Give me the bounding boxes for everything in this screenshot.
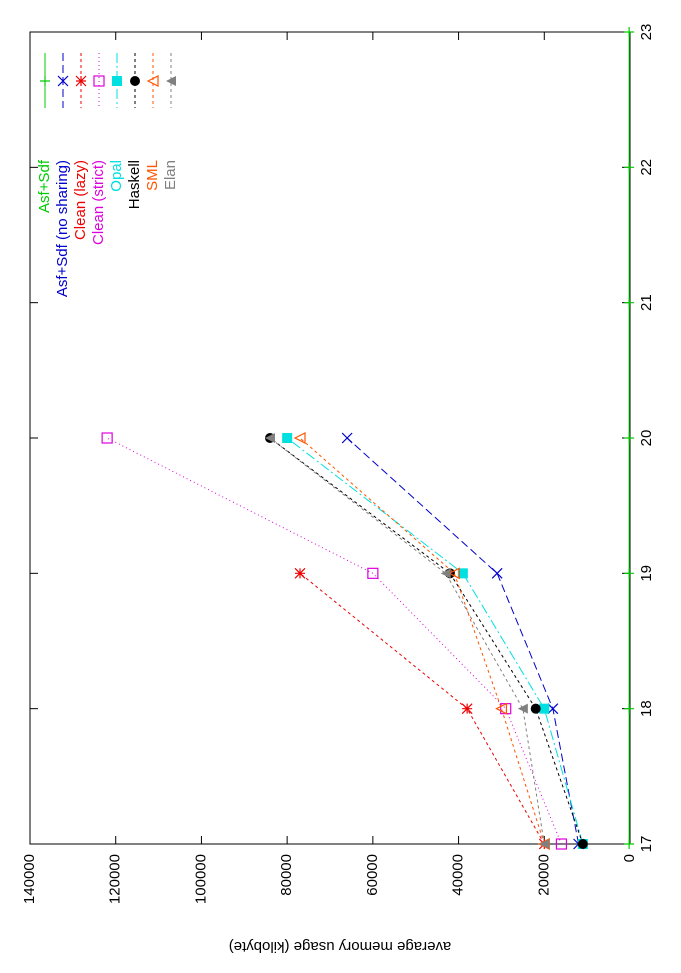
data-point bbox=[367, 567, 379, 579]
data-point bbox=[547, 703, 559, 715]
y-tick-label: 20000 bbox=[535, 854, 552, 896]
data-point bbox=[293, 432, 306, 444]
tick-labels: 17 18 19 20 21 22 23 0 20000 40000 60000 80000 10000… bbox=[21, 24, 655, 904]
y-tick-label: 40000 bbox=[450, 854, 467, 896]
legend: Asf+Sdf Asf+Sdf (no sharing) Clean (lazy) C… bbox=[36, 53, 179, 297]
data-point bbox=[539, 703, 550, 714]
data-point bbox=[282, 433, 293, 443]
series-line bbox=[299, 572, 545, 845]
data-point bbox=[265, 433, 275, 443]
x-tick-label: 23 bbox=[638, 24, 655, 41]
data-point bbox=[624, 839, 635, 849]
data-point bbox=[495, 702, 508, 715]
series-asf-sdf bbox=[624, 27, 635, 849]
data-point bbox=[491, 567, 503, 579]
data-point bbox=[624, 162, 635, 173]
series-line bbox=[299, 437, 545, 845]
data-point bbox=[447, 567, 460, 580]
legend-label: Elan bbox=[162, 160, 179, 190]
x-tick-label: 21 bbox=[638, 294, 655, 311]
legend-marker bbox=[40, 76, 50, 86]
series-opal bbox=[282, 433, 588, 849]
x-tick-label: 20 bbox=[638, 430, 655, 447]
axis-ticks bbox=[29, 31, 631, 845]
data-point bbox=[457, 568, 468, 579]
data-point bbox=[294, 567, 306, 579]
series-haskell bbox=[265, 433, 588, 849]
plot-frame bbox=[29, 31, 631, 845]
legend-marker bbox=[57, 75, 69, 87]
legend-label: Clean (strict) bbox=[90, 160, 107, 245]
legend-marker bbox=[93, 75, 105, 87]
y-axis-label: average memory usage (kilobyte) bbox=[229, 938, 452, 955]
legend-marker bbox=[166, 76, 176, 86]
data-point bbox=[624, 568, 635, 579]
series-layer bbox=[101, 27, 635, 850]
y-tick-label: 120000 bbox=[107, 854, 124, 904]
legend-label: Opal bbox=[108, 160, 125, 192]
series-line bbox=[269, 437, 584, 845]
data-point bbox=[341, 432, 353, 444]
data-point bbox=[539, 839, 550, 849]
series-asf-sdf-no-sharing bbox=[341, 432, 584, 850]
data-point bbox=[624, 27, 635, 37]
y-tick-label: 80000 bbox=[278, 854, 295, 896]
series-line bbox=[286, 437, 584, 845]
legend-label: Haskell bbox=[126, 160, 143, 209]
y-tick-label: 0 bbox=[621, 854, 638, 862]
data-point bbox=[624, 703, 635, 714]
legend-label: Asf+Sdf (no sharing) bbox=[54, 160, 71, 297]
legend-marker bbox=[75, 75, 87, 87]
data-point bbox=[530, 703, 541, 714]
legend-marker bbox=[130, 76, 140, 86]
series-elan bbox=[265, 433, 550, 849]
legend-label: Clean (lazy) bbox=[72, 160, 89, 240]
x-tick-label: 17 bbox=[638, 836, 655, 853]
data-point bbox=[461, 703, 473, 715]
x-tick-label: 18 bbox=[638, 700, 655, 717]
data-point bbox=[517, 703, 528, 714]
legend-label: SML bbox=[144, 160, 161, 191]
y-tick-label: 60000 bbox=[364, 854, 381, 896]
data-point bbox=[577, 839, 588, 849]
data-point bbox=[624, 433, 635, 443]
x-tick-label: 22 bbox=[638, 159, 655, 176]
series-clean-strict bbox=[101, 432, 568, 850]
data-point bbox=[624, 297, 635, 308]
y-tick-label: 140000 bbox=[21, 854, 38, 904]
y-tick-label: 100000 bbox=[192, 854, 209, 904]
legend-marker bbox=[146, 75, 159, 87]
legend-marker bbox=[112, 76, 122, 86]
data-point bbox=[440, 568, 451, 579]
data-point bbox=[101, 432, 113, 444]
x-tick-label: 19 bbox=[638, 565, 655, 582]
series-line bbox=[269, 437, 545, 845]
legend-label: Asf+Sdf bbox=[36, 159, 53, 213]
data-point bbox=[555, 838, 568, 850]
series-line bbox=[346, 437, 580, 845]
